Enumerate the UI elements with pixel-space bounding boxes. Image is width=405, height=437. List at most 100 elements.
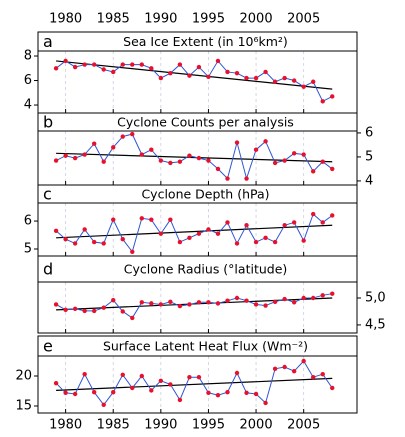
data-point	[101, 402, 106, 407]
data-point	[253, 391, 259, 397]
data-point	[149, 388, 154, 393]
data-point	[82, 152, 87, 157]
data-point	[234, 70, 240, 76]
x-tick-label: 1980	[49, 418, 82, 433]
data-point	[82, 227, 87, 232]
data-point	[130, 131, 135, 137]
data-point	[63, 390, 68, 395]
data-point	[263, 139, 268, 144]
data-point	[158, 302, 164, 307]
data-point	[225, 389, 230, 395]
data-point	[263, 235, 268, 241]
data-point	[82, 308, 87, 314]
data-point	[53, 228, 59, 234]
data-point	[111, 217, 116, 222]
x-tick-label: 1990	[144, 418, 177, 433]
data-point	[291, 300, 297, 305]
data-point	[111, 297, 116, 303]
data-point	[111, 145, 116, 150]
data-point	[253, 75, 259, 81]
trend-line	[56, 224, 333, 239]
data-point	[72, 64, 78, 70]
x-tick-label: 1980	[49, 12, 82, 27]
data-point	[177, 239, 183, 245]
data-point	[111, 389, 116, 395]
data-point	[225, 176, 230, 181]
data-point	[291, 220, 297, 225]
data-point	[320, 372, 325, 377]
data-point	[225, 298, 230, 303]
data-point	[282, 364, 287, 370]
data-point	[168, 217, 173, 222]
data-point	[177, 397, 183, 403]
data-point	[158, 231, 164, 236]
data-point	[196, 300, 202, 305]
data-point	[282, 75, 287, 81]
data-point	[111, 69, 116, 75]
data-point	[168, 299, 173, 304]
panel-title: Cyclone Counts per analysis	[117, 115, 294, 130]
panel-frame	[37, 255, 358, 334]
data-point	[196, 374, 202, 380]
panel-frame	[37, 335, 358, 414]
data-point	[330, 213, 335, 218]
y-tick-label: 5	[24, 242, 32, 257]
data-point	[158, 75, 164, 81]
data-point	[149, 147, 154, 152]
data-point	[301, 295, 306, 301]
data-point	[91, 141, 97, 146]
data-point	[263, 400, 268, 406]
data-point	[206, 227, 211, 232]
panel-title: Cyclone Radius (°latitude)	[124, 262, 288, 277]
data-point	[63, 237, 68, 242]
data-point	[206, 390, 211, 395]
trend-line	[56, 297, 333, 311]
data-point	[82, 62, 87, 67]
data-point	[139, 152, 144, 157]
data-point	[310, 169, 316, 174]
data-point	[72, 241, 78, 246]
data-point	[120, 134, 125, 139]
data-point	[310, 79, 316, 84]
data-point	[158, 378, 164, 383]
y-tick-label: 6	[24, 73, 32, 88]
x-tick-label: 1995	[192, 418, 225, 433]
data-point	[244, 298, 249, 303]
y-tick-label: 15	[15, 398, 32, 413]
data-point	[253, 302, 259, 307]
data-point	[187, 302, 192, 307]
panel-title: Surface Latent Heat Flux (Wm⁻²)	[103, 339, 308, 354]
x-tick-label: 1985	[97, 418, 130, 433]
data-point	[215, 392, 221, 398]
x-tick-label: 1995	[192, 12, 225, 27]
x-tick-label: 1985	[97, 12, 130, 27]
data-point	[301, 238, 306, 243]
data-point	[282, 158, 287, 163]
panel-label: d	[43, 260, 53, 279]
data-point	[320, 293, 325, 298]
data-point	[120, 62, 125, 67]
data-point	[187, 374, 192, 380]
data-point	[120, 372, 125, 377]
data-point	[101, 67, 106, 72]
data-point	[101, 305, 106, 310]
data-point	[149, 217, 154, 222]
data-point	[82, 372, 87, 377]
data-point	[139, 62, 144, 67]
data-point	[244, 390, 249, 395]
panel-title: Sea Ice Extent (in 10⁶km²)	[123, 34, 288, 49]
data-point	[196, 64, 202, 70]
data-point	[244, 176, 249, 181]
data-point	[291, 151, 297, 156]
data-point	[139, 373, 144, 379]
data-point	[168, 382, 173, 387]
data-point	[72, 306, 78, 311]
x-tick-label: 1990	[144, 12, 177, 27]
series-line	[55, 133, 333, 181]
data-point	[215, 231, 221, 236]
data-point	[234, 140, 240, 145]
panel-label: e	[43, 337, 53, 356]
data-point	[272, 366, 278, 372]
data-point	[320, 159, 325, 164]
trend-line	[56, 377, 333, 391]
